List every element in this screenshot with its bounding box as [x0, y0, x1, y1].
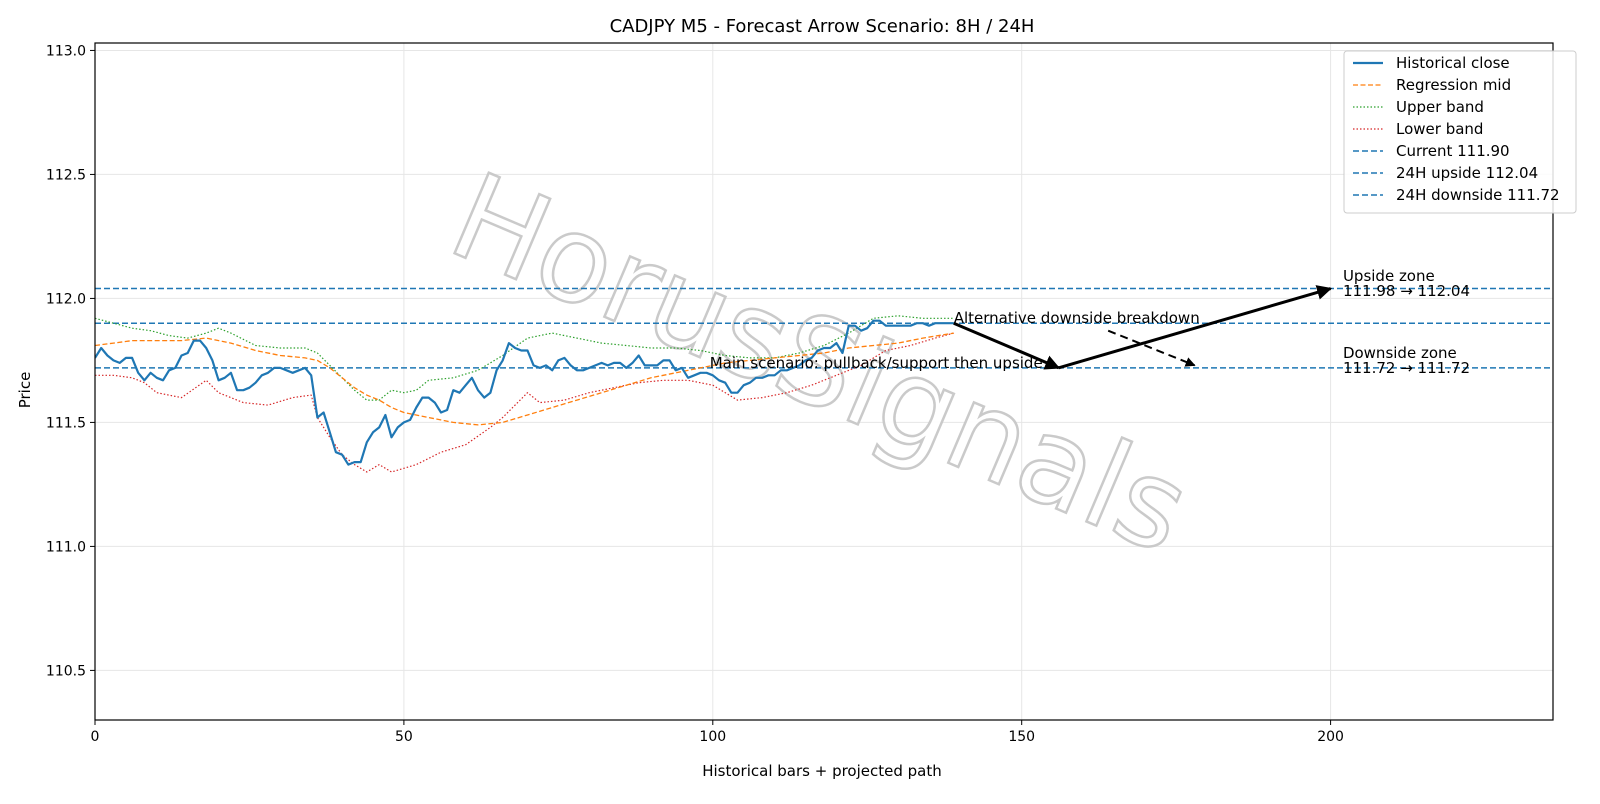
legend-label: 24H downside 111.72 — [1396, 186, 1560, 204]
annotation-text: Alternative downside breakdown — [954, 309, 1200, 327]
legend-label: 24H upside 112.04 — [1396, 164, 1538, 182]
y-tick-label: 111.5 — [46, 415, 86, 431]
legend-label: Upper band — [1396, 98, 1484, 116]
forecast-arrow — [1107, 329, 1196, 367]
annotation-text: Main scenario: pullback/support then ups… — [710, 354, 1043, 372]
legend-label: Regression mid — [1396, 76, 1511, 94]
y-tick-label: 110.5 — [46, 663, 86, 679]
plot-area — [95, 285, 1553, 473]
forecast-arrow — [953, 321, 1061, 370]
y-axis-label: Price — [16, 372, 34, 409]
x-tick-label: 200 — [1317, 729, 1344, 745]
y-axis: 110.5 111.0 111.5 112.0 112.5 113.0 — [46, 43, 95, 679]
x-tick-label: 150 — [1008, 729, 1035, 745]
annotation-text: 111.98 → 112.04 — [1343, 282, 1470, 300]
legend-label: Historical close — [1396, 54, 1510, 72]
legend-label: Current 111.90 — [1396, 142, 1510, 160]
grid-lines — [94, 43, 1553, 720]
series-line — [95, 319, 954, 466]
y-tick-label: 112.5 — [46, 167, 86, 183]
x-axis: 0 50 100 150 200 — [91, 720, 1344, 745]
x-tick-label: 50 — [395, 729, 413, 745]
legend-label: Lower band — [1396, 120, 1483, 138]
y-tick-label: 112.0 — [46, 291, 86, 307]
annotation-text: Downside zone — [1343, 344, 1457, 362]
x-tick-label: 100 — [699, 729, 726, 745]
annotation-text: Upside zone — [1343, 267, 1435, 285]
series-line — [95, 332, 954, 473]
x-tick-label: 0 — [91, 729, 100, 745]
legend: Historical close Regression mid Upper band… — [1343, 50, 1577, 214]
chart-title: CADJPY M5 - Forecast Arrow Scenario: 8H … — [610, 16, 1035, 37]
forecast-arrow — [1058, 285, 1333, 370]
y-tick-label: 111.0 — [46, 539, 86, 555]
axes-frame — [94, 42, 1554, 721]
x-axis-label: Historical bars + projected path — [702, 762, 942, 780]
annotation-text: 111.72 → 111.72 — [1343, 359, 1470, 377]
y-tick-label: 113.0 — [46, 43, 86, 59]
legend-box — [1343, 50, 1577, 214]
